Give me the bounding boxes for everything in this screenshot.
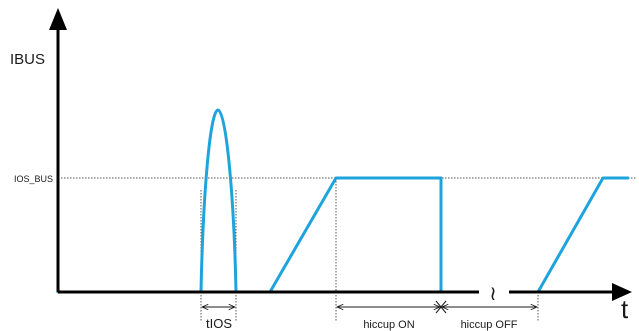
hiccup-on-label: hiccup ON	[363, 319, 414, 331]
current-trace	[56, 108, 630, 294]
blanking-time-label: tIOS	[206, 316, 232, 331]
axis-break-symbol: ≀	[489, 283, 497, 305]
x-axis-label: t	[621, 294, 629, 324]
threshold-label: IOS_BUS	[14, 174, 53, 184]
x-axis-arrowhead	[612, 283, 632, 301]
axis-break-gap	[479, 286, 509, 298]
y-axis-label: IBUS	[10, 51, 45, 68]
y-axis-arrowhead	[49, 8, 67, 30]
hiccup-off-label: hiccup OFF	[461, 319, 518, 331]
hiccup-transition-marker	[435, 300, 447, 314]
